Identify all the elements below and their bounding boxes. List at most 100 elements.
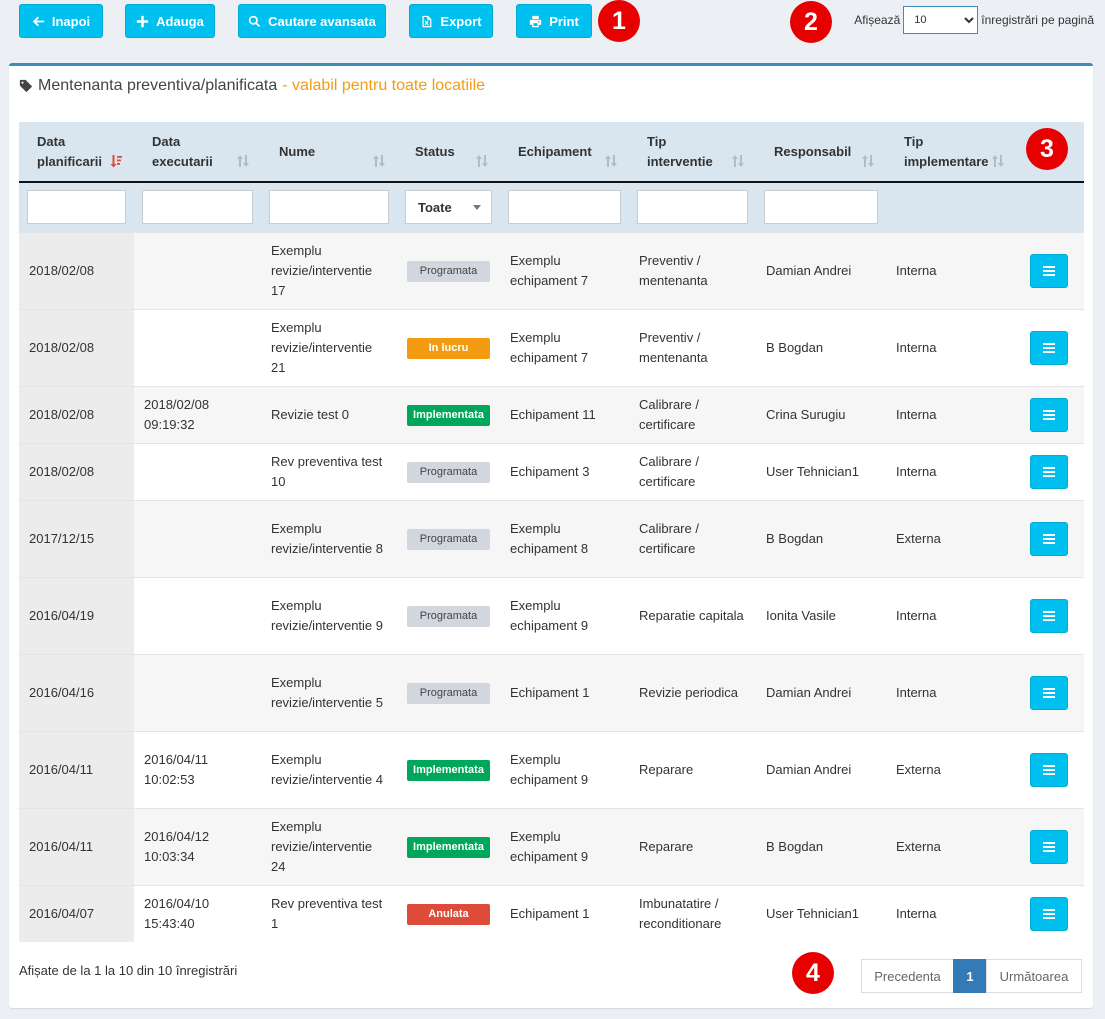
cell-responsible: B Bogdan — [756, 309, 886, 386]
table-row: 2016/04/11 2016/04/11 10:02:53 Exemplu rev… — [19, 731, 1084, 808]
filter-cell — [19, 182, 134, 232]
cell-actions — [1016, 577, 1084, 654]
advanced-search-button[interactable]: Cautare avansata — [238, 4, 386, 38]
export-button-label: Export — [440, 13, 482, 29]
status-badge: Implementata — [407, 759, 490, 781]
sort-icon — [732, 155, 744, 167]
filter-cell — [134, 182, 261, 232]
cell-status: Programata — [397, 500, 500, 577]
prev-page-button[interactable]: Precedenta — [861, 959, 954, 993]
filter-cell — [756, 182, 886, 232]
row-menu-button[interactable] — [1030, 752, 1068, 787]
cell-planned: 2018/02/08 — [19, 309, 134, 386]
excel-file-icon — [422, 15, 432, 27]
bars-icon — [1043, 687, 1055, 698]
bars-icon — [1043, 409, 1055, 420]
filter-cell — [500, 182, 629, 232]
back-button[interactable]: Inapoi — [19, 4, 103, 38]
row-menu-button[interactable] — [1030, 675, 1068, 710]
cell-status: In lucru — [397, 309, 500, 386]
col-header-type[interactable]: Tip interventie — [629, 122, 756, 183]
cell-planned: 2018/02/08 — [19, 232, 134, 309]
cell-actions — [1016, 808, 1084, 885]
add-button[interactable]: Adauga — [125, 4, 215, 38]
sort-icon — [476, 155, 488, 167]
cell-equipment: Exemplu echipament 7 — [500, 232, 629, 309]
cell-name: Exemplu revizie/interventie 4 — [261, 731, 397, 808]
export-button[interactable]: Export — [409, 4, 493, 38]
print-button[interactable]: Print — [516, 4, 592, 38]
col-header-label: Tip interventie — [647, 133, 713, 169]
filter-cell — [886, 182, 1016, 232]
cell-executed — [134, 654, 261, 731]
cell-responsible: Damian Andrei — [756, 731, 886, 808]
cell-executed: 2016/04/10 15:43:40 — [134, 885, 261, 942]
cell-name: Rev preventiva test 10 — [261, 443, 397, 500]
col-header-label: Echipament — [518, 143, 592, 159]
cell-type: Calibrare / certificare — [629, 500, 756, 577]
caret-down-icon — [473, 204, 481, 210]
cell-planned: 2016/04/11 — [19, 808, 134, 885]
row-menu-button[interactable] — [1030, 454, 1068, 489]
cell-actions — [1016, 731, 1084, 808]
row-menu-button[interactable] — [1030, 253, 1068, 288]
table-row: 2017/12/15 Exemplu revizie/interventie 8 P… — [19, 500, 1084, 577]
cell-executed — [134, 232, 261, 309]
row-menu-button[interactable] — [1030, 598, 1068, 633]
cell-implementation: Interna — [886, 232, 1016, 309]
table-row: 2018/02/08 Exemplu revizie/interventie 17… — [19, 232, 1084, 309]
col-header-status[interactable]: Status — [397, 122, 500, 183]
print-button-label: Print — [549, 13, 579, 29]
cell-name: Exemplu revizie/interventie 9 — [261, 577, 397, 654]
filter-equipment-input[interactable] — [508, 190, 621, 225]
cell-responsible: B Bogdan — [756, 808, 886, 885]
box-subtitle: - valabil pentru toate locatiile — [282, 77, 486, 94]
cell-type: Reparare — [629, 808, 756, 885]
cell-planned: 2016/04/07 — [19, 885, 134, 942]
cell-name: Exemplu revizie/interventie 17 — [261, 232, 397, 309]
col-header-label: Tip implementare — [904, 133, 989, 169]
col-header-name[interactable]: Nume — [261, 122, 397, 183]
col-header-responsible[interactable]: Responsabil — [756, 122, 886, 183]
cell-actions — [1016, 654, 1084, 731]
cell-status: Programata — [397, 232, 500, 309]
col-header-executed[interactable]: Data executarii — [134, 122, 261, 183]
filter-executed-input[interactable] — [142, 190, 253, 225]
status-badge: Anulata — [407, 903, 490, 925]
bars-icon — [1043, 764, 1055, 775]
filter-planned-input[interactable] — [27, 190, 126, 225]
row-menu-button[interactable] — [1030, 330, 1068, 365]
filter-status-select[interactable]: Toate — [405, 190, 492, 225]
col-header-implementation[interactable]: Tip implementare — [886, 122, 1016, 183]
print-icon — [530, 15, 542, 27]
cell-name: Exemplu revizie/interventie 5 — [261, 654, 397, 731]
cell-implementation: Interna — [886, 654, 1016, 731]
advanced-search-label: Cautare avansata — [268, 13, 376, 29]
cell-equipment: Exemplu echipament 7 — [500, 309, 629, 386]
page-1-button[interactable]: 1 — [953, 959, 987, 993]
col-header-equipment[interactable]: Echipament — [500, 122, 629, 183]
cell-responsible: User Tehnician1 — [756, 443, 886, 500]
cell-actions — [1016, 500, 1084, 577]
cell-executed — [134, 577, 261, 654]
filter-name-input[interactable] — [269, 190, 389, 225]
filter-type-input[interactable] — [637, 190, 748, 225]
cell-implementation: Externa — [886, 808, 1016, 885]
cell-equipment: Echipament 1 — [500, 885, 629, 942]
cell-responsible: B Bogdan — [756, 500, 886, 577]
col-header-actions: 3 — [1016, 122, 1084, 183]
filter-responsible-input[interactable] — [764, 190, 878, 225]
cell-actions — [1016, 232, 1084, 309]
cell-type: Calibrare / certificare — [629, 443, 756, 500]
row-menu-button[interactable] — [1030, 521, 1068, 556]
cell-type: Revizie periodica — [629, 654, 756, 731]
per-page-select[interactable]: 10 — [903, 6, 979, 34]
cell-actions — [1016, 443, 1084, 500]
cell-type: Reparatie capitala — [629, 577, 756, 654]
col-header-planned[interactable]: Data planificarii — [19, 122, 134, 183]
row-menu-button[interactable] — [1030, 829, 1068, 864]
next-page-button[interactable]: Următoarea — [986, 959, 1082, 993]
arrow-left-icon — [32, 16, 45, 26]
row-menu-button[interactable] — [1030, 397, 1068, 432]
row-menu-button[interactable] — [1030, 896, 1068, 931]
